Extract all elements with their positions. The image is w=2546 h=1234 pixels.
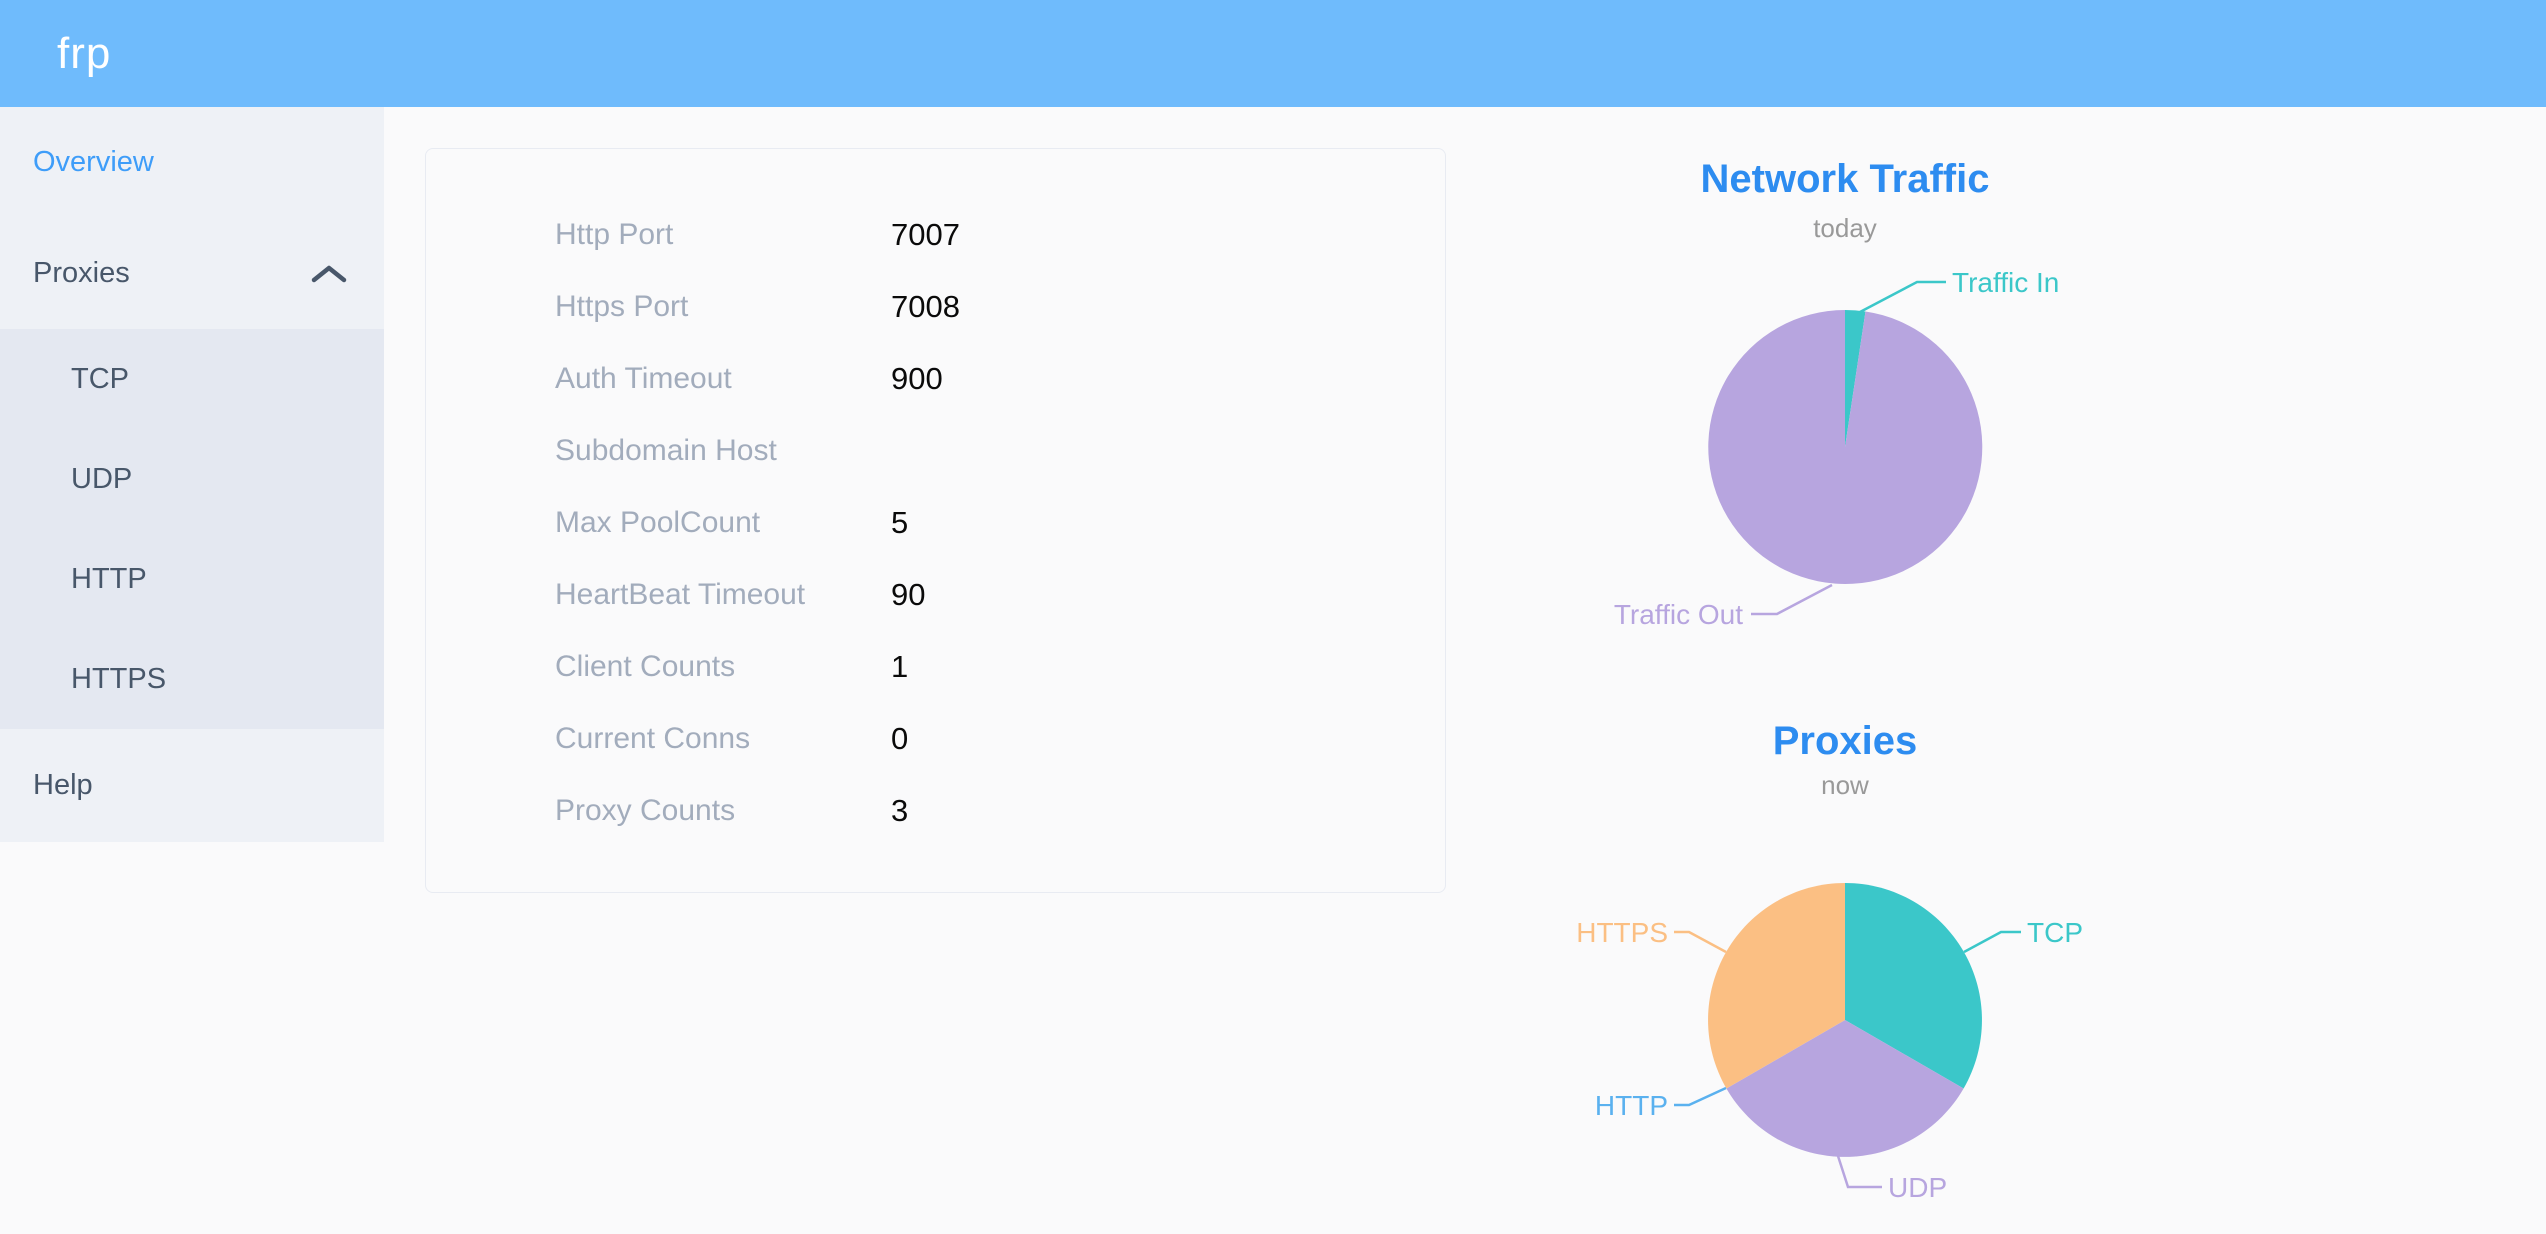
sidebar-submenu: TCP UDP HTTP HTTPS xyxy=(0,329,384,729)
field-value: 0 xyxy=(891,721,909,756)
field-label: Proxy Counts xyxy=(555,794,736,827)
field-value: 900 xyxy=(891,361,943,396)
field-label: HeartBeat Timeout xyxy=(555,578,806,611)
pie-slice-udp[interactable] xyxy=(1726,1020,1964,1157)
field-value: 5 xyxy=(891,505,909,540)
chart-subtitle: today xyxy=(1813,213,1877,243)
field-label: Client Counts xyxy=(555,650,736,683)
pie-label-https: HTTPS xyxy=(1576,917,1668,948)
sidebar-item-label: HTTP xyxy=(71,562,147,595)
sidebar-item-label: TCP xyxy=(71,362,129,395)
label-line-traffic-out xyxy=(1751,583,1833,616)
label-line-traffic-in xyxy=(1859,280,1946,314)
table-row: HeartBeat Timeout 90 xyxy=(426,559,1445,631)
sidebar-item-overview[interactable]: Overview xyxy=(0,107,384,218)
chart-title: Proxies xyxy=(1773,719,1918,763)
sidebar-item-label: Proxies xyxy=(33,257,130,289)
field-value: 7008 xyxy=(891,289,960,324)
sidebar-item-help[interactable]: Help xyxy=(0,729,384,842)
field-label: Auth Timeout xyxy=(555,362,732,395)
pie-slice-traffic-out[interactable] xyxy=(1708,310,1983,584)
field-value: 3 xyxy=(891,793,909,828)
chart-subtitle: now xyxy=(1821,770,1869,800)
table-row: Http Port 7007 xyxy=(426,199,1445,271)
pie-slice-https[interactable] xyxy=(1708,883,1845,1089)
field-value: 1 xyxy=(891,649,909,684)
sidebar-item-udp[interactable]: UDP xyxy=(0,429,384,529)
label-line-udp xyxy=(1836,1155,1882,1189)
pie-slice-traffic-in[interactable] xyxy=(1845,309,1866,447)
pie-label-udp: UDP xyxy=(1888,1172,1947,1203)
server-info-card: Http Port 7007 Https Port 7008 Auth Time… xyxy=(425,148,1446,893)
table-row: Auth Timeout 900 xyxy=(426,343,1445,415)
pie-label-http: HTTP xyxy=(1595,1090,1668,1121)
pie-label-tcp: TCP xyxy=(2027,917,2083,948)
sidebar-item-https[interactable]: HTTPS xyxy=(0,629,384,729)
table-row: Client Counts 1 xyxy=(426,631,1445,703)
field-label: Https Port xyxy=(555,290,689,323)
table-row: Current Conns 0 xyxy=(426,703,1445,775)
label-line-http xyxy=(1674,1086,1727,1107)
sidebar-item-label: UDP xyxy=(71,462,133,495)
proxies-chart: Proxies now TCP UDP HTTP HTTPS xyxy=(1576,719,2083,1203)
table-row: Subdomain Host xyxy=(426,415,1445,487)
field-label: Subdomain Host xyxy=(555,434,777,467)
sidebar-item-label: Help xyxy=(33,769,93,801)
table-row: Max PoolCount 5 xyxy=(426,487,1445,559)
table-row: Https Port 7008 xyxy=(426,271,1445,343)
sidebar-item-label: HTTPS xyxy=(71,662,167,695)
table-row: Proxy Counts 3 xyxy=(426,775,1445,847)
field-value: 90 xyxy=(891,577,926,612)
app-header: frp xyxy=(0,0,2546,107)
sidebar-item-tcp[interactable]: TCP xyxy=(0,329,384,429)
network-traffic-chart: Network Traffic today Traffic In Traffic… xyxy=(1614,157,2060,630)
sidebar: Overview Proxies TCP UDP HTTP HTTPS Help xyxy=(0,107,384,842)
field-label: Http Port xyxy=(555,218,674,251)
label-line-https xyxy=(1674,930,1727,954)
pie-label-traffic-in: Traffic In xyxy=(1952,267,2059,298)
sidebar-item-proxies[interactable]: Proxies xyxy=(0,218,384,329)
chevron-up-icon xyxy=(311,265,347,282)
chart-title: Network Traffic xyxy=(1701,157,1990,201)
label-line-tcp xyxy=(1963,930,2021,954)
field-label: Current Conns xyxy=(555,722,751,755)
field-value: 7007 xyxy=(891,217,960,252)
pie-slice-tcp[interactable] xyxy=(1845,883,1982,1089)
field-label: Max PoolCount xyxy=(555,506,761,539)
pie-label-traffic-out: Traffic Out xyxy=(1614,599,1743,630)
sidebar-item-label: Overview xyxy=(33,146,154,178)
sidebar-item-http[interactable]: HTTP xyxy=(0,529,384,629)
frp-logo: frp xyxy=(57,28,112,78)
